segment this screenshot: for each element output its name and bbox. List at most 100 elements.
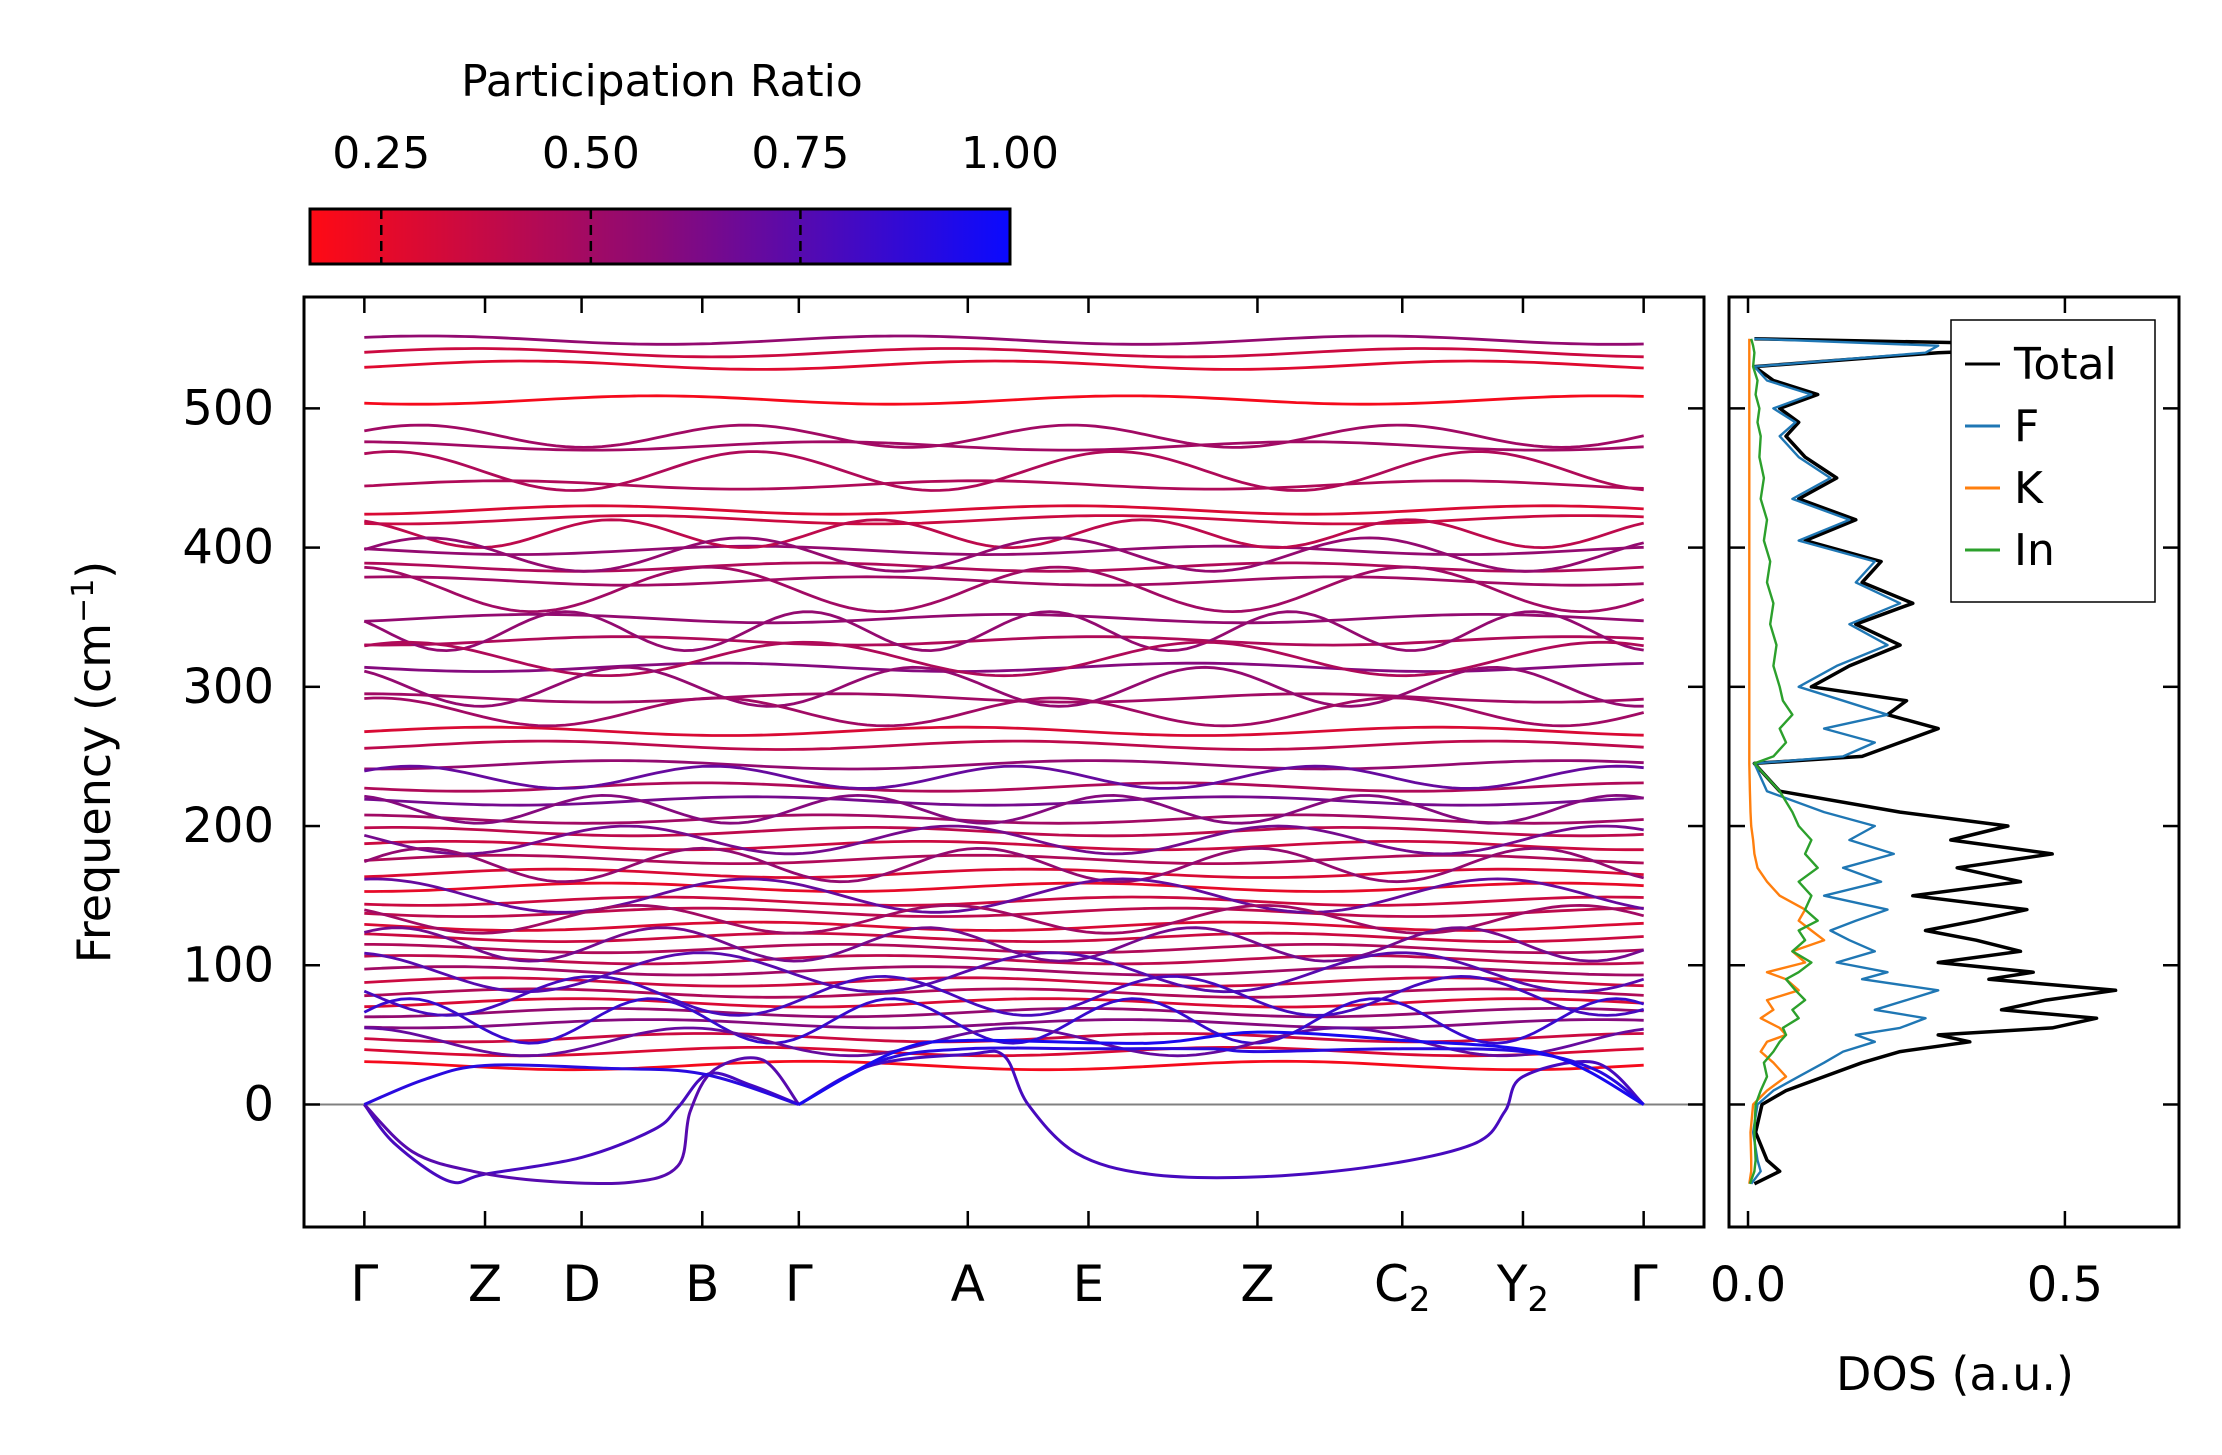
dos-panel: 0.0 0.5 DOS (a.u.) Total FK In [1710,295,2181,1401]
band-y-tick-label: 0 [243,1076,274,1132]
phonon-band-flat [364,479,1644,491]
dos-curve-f [1750,337,1940,1185]
phonon-band-dispersive [364,903,1645,935]
dos-y-ticks [1729,407,2179,1106]
kpoint-label: E [1073,1255,1105,1313]
phonon-band-flat [364,1018,1644,1030]
phonon-band-flat [364,997,1644,1009]
kpoint-letter: D [562,1255,601,1313]
dos-x-axis-label: DOS (a.u.) [1836,1347,2074,1401]
dos-x-ticks: 0.0 0.5 [1710,297,2103,1313]
band-y-tick-label: 200 [182,798,274,854]
kpoint-label: D [562,1255,601,1313]
kpoint-letter: E [1073,1255,1105,1313]
dos-x-tick-label: 0.5 [2027,1257,2103,1313]
colorbar-tick-label: 0.75 [751,128,849,179]
phonon-band-dispersive [363,846,1645,884]
phonon-band-flat [364,1007,1644,1019]
colorbar-tick-label: 1.00 [961,128,1059,179]
phonon-band-dispersive [363,926,1645,963]
phonon-band-flat [364,514,1644,526]
phonon-band-dispersive [364,450,1644,492]
colorbar-ticks: 0.25 0.50 0.75 1.00 [332,128,1059,264]
dos-curve-in [1748,338,1819,1185]
phonon-band-dispersive [364,565,1645,614]
band-y-tick-label: 500 [182,380,274,436]
phonon-band-flat [364,613,1644,625]
kpoint-letter: Γ [350,1255,378,1313]
kpoint-letter: A [951,1255,985,1313]
colorbar-tick-label: 0.50 [542,128,640,179]
kpoint-subscript: 2 [1527,1280,1549,1320]
phonon-band-flat [364,334,1644,346]
ylabel-main: Frequency (cm [67,623,121,963]
phonon-band-dispersive [364,696,1645,728]
ylabel-sup: −1 [66,579,101,623]
kpoint-letter: Γ [1630,1255,1658,1313]
dos-x-tick-label: 0.0 [1710,1257,1786,1313]
kpoint-letter: Z [468,1255,502,1313]
phonon-band-flat [364,931,1644,943]
kpoint-letter: Γ [785,1255,813,1313]
phonon-band-dispersive [364,1026,1644,1058]
phonon-band-flat [364,544,1644,557]
kpoint-label: Γ [350,1255,378,1313]
legend-label: In [2014,525,2055,576]
phonon-band-flat [364,795,1644,807]
phonon-band-flat [364,840,1644,852]
kpoint-label: Y2 [1496,1255,1549,1320]
phonon-band-dispersive [364,423,1644,449]
phonon-band-flat [364,1059,1644,1072]
kpoint-label: B [685,1255,719,1313]
band-y-tick-label: 100 [182,937,274,993]
kpoint-letter: B [685,1255,719,1313]
kpoint-label: C2 [1374,1255,1431,1320]
band-x-ticks: Γ Z D B Γ A E Z C2 Y2 Γ [350,297,1658,1320]
phonon-band-dispersive [363,536,1645,573]
phonon-band-flat [364,635,1644,647]
phonon-band-dispersive [363,974,1645,1017]
phonon-band-acoustic [363,1056,801,1186]
phonon-band-flat [364,976,1644,988]
colorbar-gradient [308,207,1012,266]
phonon-band-flat [364,965,1644,977]
kpoint-label: A [951,1255,985,1313]
phonon-band-acoustic [363,1071,800,1185]
band-y-tick-label: 300 [182,659,274,715]
phonon-band-flat [364,867,1644,880]
kpoint-subscript: 2 [1409,1280,1431,1320]
colorbar-tick-label: 0.25 [332,128,430,179]
phonon-band-flat [364,692,1644,704]
kpoint-label: Z [468,1255,502,1313]
legend-label: K [2014,463,2044,514]
phonon-band-dispersive [363,997,1645,1045]
dos-legend: Total FK In [1950,319,2156,603]
phonon-band-flat [364,739,1644,751]
phonon-band-acoustic [798,1030,1645,1106]
phonon-band-dispersive [363,665,1644,708]
phonon-band-flat [364,759,1644,771]
phonon-band-flat [364,359,1644,371]
phonon-band-acoustic [363,1063,800,1106]
phonon-band-dispersive [364,877,1644,914]
phonon-band-flat [364,575,1644,587]
dos-curves [1748,337,2118,1186]
phonon-band-dispersive [364,640,1644,678]
colorbar: Participation Ratio 0.25 0.50 0.75 1.00 [308,56,1059,266]
phonon-band-dispersive [364,764,1644,790]
phonon-band-dispersive [364,793,1644,825]
legend-label: F [2014,401,2039,452]
ylabel-end: ) [67,561,121,579]
dos-axes-frame [1727,295,2181,1229]
phonon-band-flat [364,853,1644,865]
kpoint-letter: Z [1240,1255,1274,1313]
phonon-band-dispersive [363,824,1644,856]
legend-label: Total [2013,339,2117,390]
kpoint-letter: C [1374,1255,1409,1313]
phonon-band-flat [364,504,1644,516]
phonon-band-dispersive [364,951,1645,994]
phonon-band-flat [364,561,1644,573]
phonon-band-flat [364,347,1644,359]
